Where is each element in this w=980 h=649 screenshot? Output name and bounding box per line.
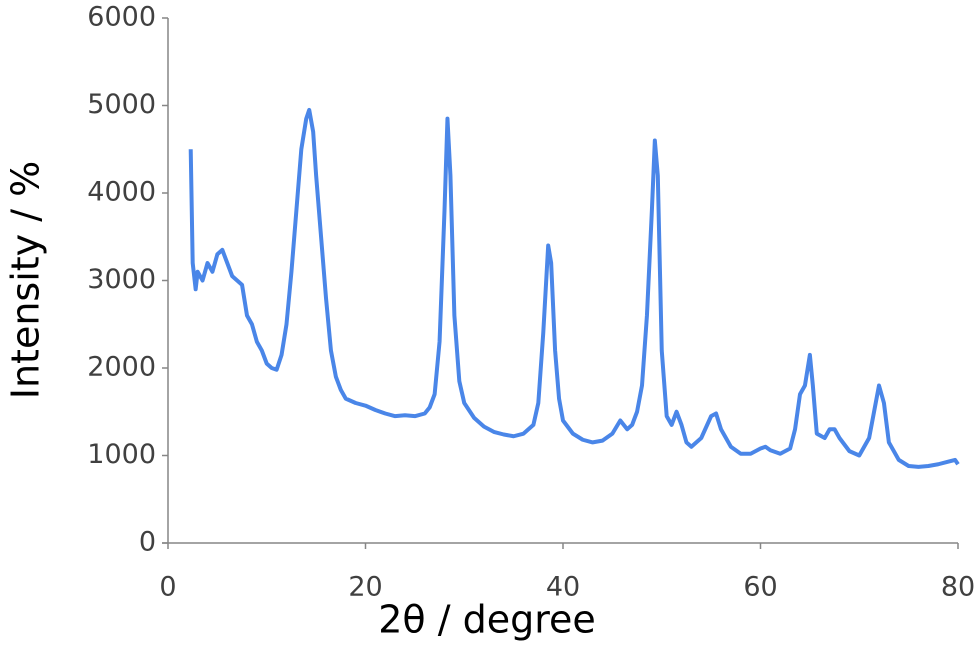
y-axis-title: Intensity / %: [4, 161, 48, 399]
y-tick-label: 3000: [87, 264, 156, 295]
x-tick-label: 0: [159, 572, 176, 603]
y-tick-label: 4000: [87, 177, 156, 208]
y-tick-label: 5000: [87, 89, 156, 120]
x-axis-title: 2θ / degree: [378, 598, 596, 642]
y-tick-label: 1000: [87, 439, 156, 470]
x-tick-label: 40: [546, 572, 580, 603]
data-line: [188, 107, 960, 469]
y-tick-label: 0: [139, 527, 156, 558]
x-tick-label: 60: [743, 572, 777, 603]
x-tick-label: 80: [941, 572, 975, 603]
y-tick-label: 2000: [87, 352, 156, 383]
x-tick-label: 20: [348, 572, 382, 603]
y-tick-label: 6000: [87, 2, 156, 33]
